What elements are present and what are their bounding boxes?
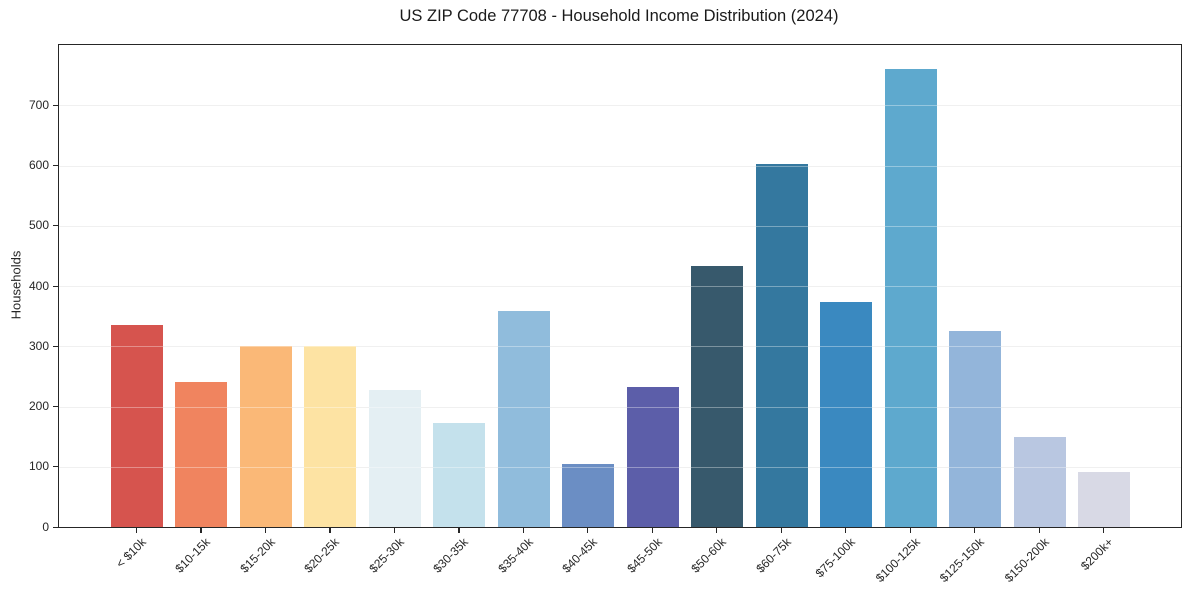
bar-< $10k: [111, 325, 163, 527]
x-tick-mark-$30-35k: [458, 527, 460, 533]
y-tick-mark-500: [53, 225, 58, 227]
x-tick-mark-$45-50k: [651, 527, 653, 533]
gridline-600: [59, 165, 1181, 167]
bar-$100-125k: [884, 69, 937, 527]
bar-$75-100k: [820, 302, 873, 527]
gridline-100: [59, 466, 1181, 468]
x-tick-mark-$25-30k: [393, 527, 396, 533]
x-tick-mark-$125-150k: [974, 527, 976, 533]
gridline-300: [59, 346, 1181, 348]
y-tick-mark-400: [53, 285, 58, 287]
x-tick-mark-$10-15k: [200, 527, 202, 533]
bar-$35-40k: [497, 311, 550, 527]
bar-$50-60k: [691, 266, 744, 527]
gridline-100: [59, 466, 1181, 468]
y-tick-mark-200: [53, 406, 58, 408]
gridline-200: [59, 406, 1181, 408]
bar-$10-15k: [175, 382, 228, 527]
bar-$200k+: [1078, 471, 1130, 527]
y-tick-mark-300: [53, 345, 58, 347]
gridline-500: [59, 225, 1181, 227]
bar-$60-75k: [755, 164, 808, 527]
y-tick-label-100: 100: [28, 459, 49, 474]
y-tick-label-500: 500: [28, 218, 49, 233]
y-tick-label-300: 300: [28, 338, 49, 353]
bar-$15-20k: [239, 346, 292, 527]
y-tick-label-600: 600: [28, 158, 49, 172]
y-tick-mark-600: [53, 165, 58, 167]
x-tick-mark-$60-75k: [780, 527, 782, 533]
gridline-500: [59, 225, 1181, 227]
x-tick-mark-$15-20k: [264, 527, 267, 533]
x-tick-mark-$150-200k: [1038, 527, 1040, 533]
x-tick-mark-$75-100k: [845, 527, 847, 533]
y-tick-mark-0: [53, 526, 58, 528]
gridline-700: [59, 105, 1181, 107]
bar-$20-25k: [304, 346, 357, 527]
bar-$45-50k: [626, 387, 679, 527]
bar-$25-30k: [368, 390, 421, 527]
plot-area: [58, 44, 1182, 528]
y-tick-label-200: 200: [28, 399, 49, 413]
gridline-400: [59, 286, 1181, 287]
gridline-700: [59, 105, 1181, 107]
y-tick-mark-100: [53, 466, 58, 468]
gridline-600: [59, 165, 1181, 167]
x-tick-mark-$40-45k: [587, 527, 589, 533]
gridline-300: [59, 346, 1181, 348]
chart-title: US ZIP Code 77708 - Household Income Dis…: [399, 7, 839, 25]
x-tick-label-< $10k: < $10k: [113, 535, 149, 571]
bar-$30-35k: [433, 422, 486, 527]
gridline-200: [59, 406, 1181, 408]
x-tick-mark-$20-25k: [329, 527, 331, 533]
bar-$125-150k: [949, 331, 1002, 527]
x-tick-mark-$100-125k: [909, 527, 911, 533]
x-tick-mark-$200k+: [1103, 527, 1105, 533]
y-tick-mark-700: [53, 104, 58, 106]
x-tick-mark-< $10k: [136, 527, 138, 533]
x-tick-mark-$50-60k: [716, 527, 718, 533]
y-tick-label-400: 400: [28, 278, 49, 293]
x-tick-mark-$35-40k: [522, 527, 524, 533]
y-tick-label-700: 700: [28, 97, 49, 112]
gridline-400: [59, 286, 1181, 287]
bar-$150-200k: [1013, 436, 1066, 527]
bar-$40-45k: [562, 463, 615, 527]
y-tick-label-0: 0: [42, 519, 49, 534]
